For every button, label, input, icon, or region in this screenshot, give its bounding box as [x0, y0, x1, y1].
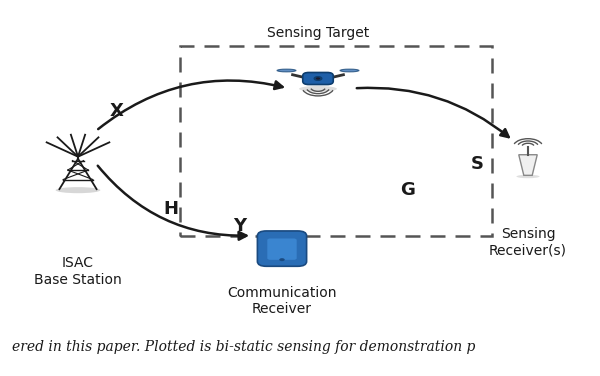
FancyBboxPatch shape	[257, 231, 307, 266]
Text: ered in this paper. Plotted is bi-static sensing for demonstration p: ered in this paper. Plotted is bi-static…	[12, 340, 475, 354]
FancyArrowPatch shape	[98, 166, 247, 240]
FancyArrowPatch shape	[98, 80, 283, 129]
Text: ISAC
Base Station: ISAC Base Station	[34, 256, 122, 287]
Ellipse shape	[277, 69, 296, 72]
Text: S: S	[470, 155, 484, 173]
Text: Sensing
Receiver(s): Sensing Receiver(s)	[489, 227, 567, 257]
Ellipse shape	[299, 86, 337, 92]
Ellipse shape	[340, 69, 359, 72]
Ellipse shape	[314, 77, 322, 80]
Text: H: H	[163, 200, 179, 218]
Ellipse shape	[316, 77, 320, 80]
FancyBboxPatch shape	[267, 238, 296, 260]
Text: G: G	[401, 181, 415, 199]
Ellipse shape	[56, 187, 100, 193]
FancyBboxPatch shape	[303, 73, 333, 85]
Text: Communication
Receiver: Communication Receiver	[227, 286, 337, 316]
Text: X: X	[110, 102, 124, 120]
Circle shape	[279, 258, 285, 261]
Text: Sensing Target: Sensing Target	[267, 26, 369, 40]
Text: Y: Y	[233, 217, 247, 235]
Polygon shape	[519, 155, 537, 175]
FancyArrowPatch shape	[357, 88, 509, 137]
Ellipse shape	[517, 175, 539, 178]
